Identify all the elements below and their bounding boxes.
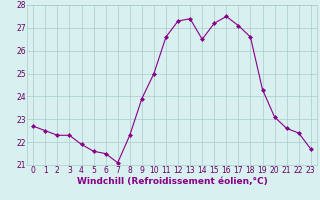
X-axis label: Windchill (Refroidissement éolien,°C): Windchill (Refroidissement éolien,°C) — [76, 177, 268, 186]
